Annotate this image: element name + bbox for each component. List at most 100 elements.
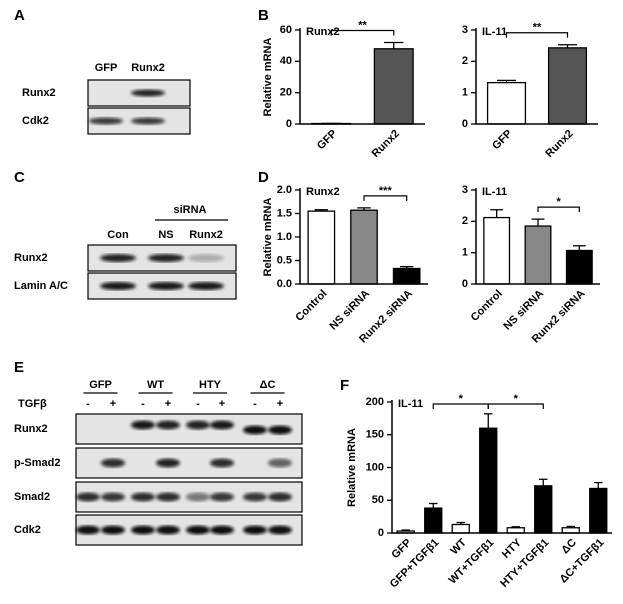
sign-label: - (196, 398, 200, 410)
lane-label: Runx2 (189, 229, 223, 241)
blot-band (76, 492, 100, 502)
y-tick-label: 0.0 (277, 278, 292, 290)
significance-bracket (537, 206, 580, 213)
significance-label: * (459, 393, 464, 405)
significance-label: ** (358, 19, 367, 31)
y-tick-label: 0 (462, 118, 468, 130)
y-tick-label: 60 (280, 24, 292, 36)
blot-band (101, 525, 125, 535)
chart-title: Runx2 (306, 186, 340, 198)
bar (373, 48, 414, 125)
y-tick-label: 0 (462, 278, 468, 290)
y-tick-label: 0 (286, 118, 292, 130)
y-tick-label: 2 (462, 55, 468, 67)
chart-title: IL-11 (482, 186, 507, 198)
bar (565, 249, 593, 285)
row-label: Runx2 (22, 87, 56, 99)
y-tick-label: 100 (366, 461, 384, 473)
x-tick-label: HTY (500, 536, 525, 561)
blot-band (188, 254, 224, 262)
y-tick-label: 2 (462, 215, 468, 227)
y-tick-label: 0 (378, 527, 384, 539)
bar (479, 427, 498, 534)
panel-label: F (340, 377, 349, 394)
x-tick-label: Control (293, 288, 329, 324)
row-label: Runx2 (14, 423, 48, 435)
bar (524, 225, 552, 285)
y-tick-label: 3 (462, 24, 468, 36)
bar (561, 527, 580, 534)
bar (392, 267, 421, 285)
lane-label: NS (158, 229, 173, 241)
treatment-label: TGFβ (18, 398, 47, 410)
row-label: Runx2 (14, 252, 48, 264)
row-label: Lamin A/C (14, 280, 68, 292)
x-tick-label: WT (448, 536, 469, 557)
bar (483, 216, 511, 285)
row-label: p-Smad2 (14, 457, 60, 469)
panel-label: D (258, 169, 269, 186)
blot-band (268, 492, 292, 502)
blot-band (210, 458, 234, 468)
blot-band (186, 525, 210, 535)
row-label: Smad2 (14, 491, 50, 503)
blot-band (186, 492, 210, 502)
blot-band (210, 420, 234, 430)
group-label: WT (147, 379, 164, 391)
blot-header: siRNA (173, 204, 206, 216)
bar (506, 527, 525, 534)
lane-label: Runx2 (131, 62, 165, 74)
blot-band (101, 458, 125, 468)
y-tick-label: 1.5 (277, 207, 292, 219)
blot-band (210, 525, 234, 535)
significance-bracket (505, 32, 569, 38)
x-tick-label: Runx2 (370, 128, 402, 160)
x-tick-label: ΔC (559, 537, 579, 557)
blot-band (268, 425, 292, 435)
x-tick-label: GFP+TGFβ1 (388, 537, 442, 591)
blot-band (148, 254, 184, 262)
x-tick-label: GFP (315, 128, 339, 152)
significance-label: * (514, 393, 519, 405)
group-label: HTY (199, 379, 222, 391)
bar (589, 487, 608, 534)
significance-label: *** (379, 185, 393, 197)
blot-band (243, 492, 267, 502)
blot-band (243, 525, 267, 535)
bar (307, 210, 336, 285)
axes (299, 188, 428, 285)
axes (475, 188, 600, 285)
blot-band (101, 492, 125, 502)
axes (475, 28, 598, 125)
blot-band (100, 254, 136, 262)
blot-band (210, 492, 234, 502)
bar (350, 209, 378, 285)
blot-band (131, 420, 155, 430)
blot-band (156, 525, 180, 535)
panel-label: C (14, 169, 25, 186)
sign-label: - (253, 398, 257, 410)
y-tick-label: 200 (366, 396, 384, 408)
blot-band (156, 492, 180, 502)
y-tick-label: 50 (372, 494, 384, 506)
axes (299, 28, 425, 125)
blot-band (156, 420, 180, 430)
sign-label: + (219, 398, 225, 410)
significance-bracket (363, 195, 408, 201)
y-tick-label: 20 (280, 87, 292, 99)
y-axis-label: Relative mRNA (262, 38, 274, 117)
blot-band (186, 420, 210, 430)
blot-band (131, 117, 165, 125)
blot-band (131, 525, 155, 535)
bar (424, 507, 443, 534)
blot-band (243, 425, 267, 435)
blot-band (148, 282, 184, 290)
y-tick-label: 150 (366, 429, 384, 441)
row-label: Cdk2 (14, 524, 41, 536)
axes (391, 400, 612, 534)
row-label: Cdk2 (22, 115, 49, 127)
panel-label: B (258, 7, 269, 24)
blot-band (100, 282, 136, 290)
sign-label: + (165, 398, 171, 410)
